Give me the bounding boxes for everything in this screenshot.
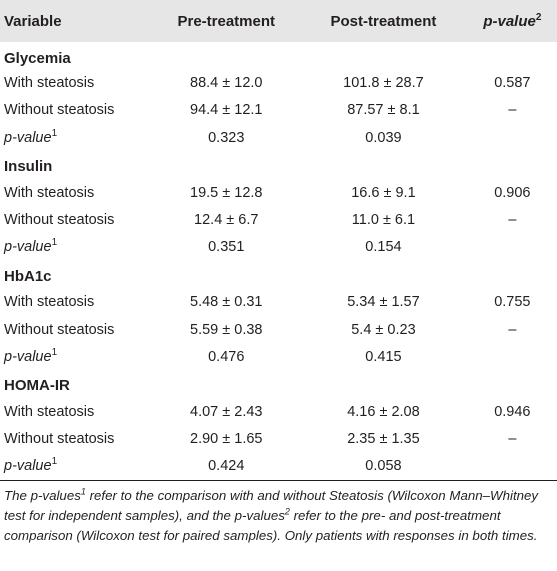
table-row: p-value1 0.424 0.058 [0,452,557,481]
row-label: Without steatosis [4,212,115,229]
pvalue-label: p-value [4,239,52,256]
header-pvalue: p-value2 [468,0,557,42]
header-variable: Variable [4,12,62,30]
footnote-sup1: 1 [80,486,86,497]
post-treatment-value: 5.34 ± 1.57 [347,294,420,311]
pvalue2-value: 0.755 [494,294,531,311]
pre-treatment-pvalue: 0.351 [208,239,245,256]
post-treatment-value: 11.0 ± 6.1 [351,212,416,229]
row-label: p-value1 [0,343,153,370]
pvalue2-value: 0.946 [494,403,531,420]
pre-treatment-value: 19.5 ± 12.8 [190,184,263,201]
header-pvalue-label: p-value [483,12,536,30]
pre-treatment-value: 94.4 ± 12.1 [190,102,263,119]
post-treatment-pvalue: 0.154 [365,239,402,256]
pvalue2-value: – [508,102,517,119]
pvalue2-value: 0.906 [494,184,531,201]
post-treatment-pvalue: 0.415 [365,348,402,365]
post-treatment-value: 2.35 ± 1.35 [347,431,420,448]
table-row: With steatosis 5.48 ± 0.31 5.34 ± 1.57 0.75… [0,289,557,316]
table-row: Without steatosis 2.90 ± 1.65 2.35 ± 1.35 – [0,425,557,452]
group-name: HbA1c [4,267,52,285]
group-row-homa-ir: HOMA-IR [0,371,557,398]
row-label: p-value1 [0,452,154,481]
pvalue2-empty [468,343,557,370]
table-header-row: Variable Pre-treatment Post-treatment p-… [0,0,557,42]
post-treatment-value: 101.8 ± 28.7 [343,75,424,92]
table-row: p-value1 0.351 0.154 [0,234,557,261]
pvalue-sup: 1 [51,456,58,468]
post-treatment-pvalue: 0.039 [365,129,402,146]
table-row: p-value1 0.323 0.039 [0,124,557,151]
footnote-part2: refer to the comparison with and without… [4,488,539,523]
pvalue2-empty [468,124,557,151]
group-row-glycemia: Glycemia [0,42,557,69]
row-label: Without steatosis [4,321,115,338]
group-row-hba1c: HbA1c [0,261,557,288]
header-pvalue-sup: 2 [535,11,542,23]
row-label: With steatosis [4,403,95,420]
header-pre-treatment: Pre-treatment [177,12,276,30]
post-treatment-value: 16.6 ± 9.1 [351,184,416,201]
group-name: Insulin [4,158,53,176]
pvalue2-value: – [508,431,517,448]
table-body: Glycemia With steatosis 88.4 ± 12.0 101.8 ±… [0,42,557,481]
pre-treatment-value: 5.59 ± 0.38 [190,321,263,338]
header-post-treatment: Post-treatment [330,12,437,30]
pre-treatment-value: 2.90 ± 1.65 [190,431,263,448]
table-row: Without steatosis 12.4 ± 6.7 11.0 ± 6.1 – [0,206,557,233]
pvalue2-value: – [508,321,517,338]
pvalue-sup: 1 [51,128,58,140]
table-row: With steatosis 19.5 ± 12.8 16.6 ± 9.1 0.906 [0,179,557,206]
row-label: Without steatosis [4,431,115,448]
pre-treatment-pvalue: 0.476 [208,348,245,365]
table-row: Without steatosis 94.4 ± 12.1 87.57 ± 8.1 – [0,97,557,124]
pvalue-label: p-value [4,129,52,146]
pvalue2-value: – [508,212,517,229]
footnote-part3: refer to the pre- and post-treatment com… [4,508,538,543]
table-footnote: The p-values1 refer to the comparison wi… [4,486,553,546]
table-row: p-value1 0.476 0.415 [0,343,557,370]
pvalue2-value: 0.587 [494,75,531,92]
post-treatment-value: 87.57 ± 8.1 [347,102,420,119]
pvalue2-empty [467,452,557,481]
results-table: Variable Pre-treatment Post-treatment p-… [0,0,557,481]
row-label: Without steatosis [4,102,115,119]
table-row: With steatosis 4.07 ± 2.43 4.16 ± 2.08 0.94… [0,398,557,425]
pvalue-label: p-value [4,458,52,475]
row-label: With steatosis [4,75,95,92]
post-treatment-value: 5.4 ± 0.23 [351,321,416,338]
group-name: HOMA-IR [4,377,70,395]
pre-treatment-pvalue: 0.323 [208,129,245,146]
group-name: Glycemia [4,50,71,68]
post-treatment-pvalue: 0.058 [299,452,468,481]
pvalue2-empty [468,234,557,261]
pvalue-sup: 1 [51,237,58,249]
pre-treatment-pvalue: 0.424 [153,452,300,481]
pre-treatment-value: 12.4 ± 6.7 [194,212,259,229]
row-label: p-value1 [0,124,153,151]
footnote-part1: The p-values [4,488,81,503]
row-label: With steatosis [4,294,95,311]
table-row: Without steatosis 5.59 ± 0.38 5.4 ± 0.23 – [0,316,557,343]
group-row-insulin: Insulin [0,152,557,179]
row-label: p-value1 [0,234,153,261]
pvalue-sup: 1 [51,347,58,359]
pre-treatment-value: 88.4 ± 12.0 [190,75,263,92]
pre-treatment-value: 5.48 ± 0.31 [190,294,263,311]
pre-treatment-value: 4.07 ± 2.43 [190,403,263,420]
pvalue-label: p-value [4,348,52,365]
table-row: With steatosis 88.4 ± 12.0 101.8 ± 28.7 0.5… [0,69,557,96]
row-label: With steatosis [4,184,95,201]
footnote-sup2: 2 [284,506,290,517]
post-treatment-value: 4.16 ± 2.08 [347,403,420,420]
